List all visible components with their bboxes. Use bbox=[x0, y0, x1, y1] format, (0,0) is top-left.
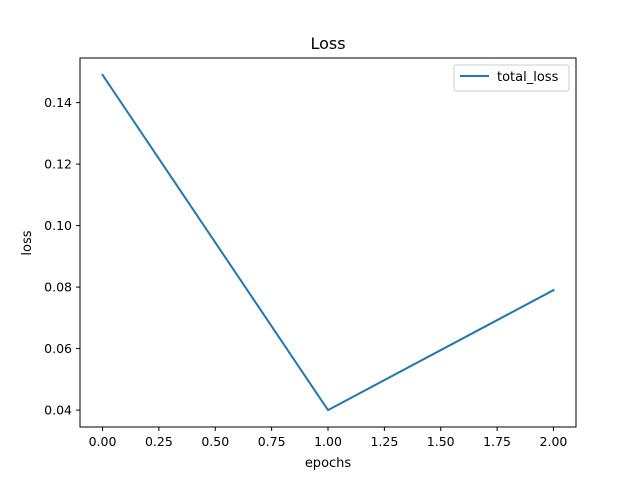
plot-area bbox=[79, 57, 577, 428]
x-axis-label: epochs bbox=[305, 456, 352, 471]
y-tick-label: 0.10 bbox=[44, 218, 72, 233]
y-tick-label: 0.12 bbox=[44, 157, 72, 172]
x-tick-label: 0.50 bbox=[201, 434, 229, 449]
chart-title: Loss bbox=[310, 34, 345, 53]
x-axis-ticks: 0.00 0.25 0.50 0.75 1.00 1.25 1.50 1.75 2.00 bbox=[89, 427, 568, 449]
x-tick-label: 0.75 bbox=[258, 434, 286, 449]
x-tick-label: 1.00 bbox=[314, 434, 342, 449]
y-tick-label: 0.08 bbox=[44, 280, 72, 295]
x-tick-label: 0.00 bbox=[89, 434, 117, 449]
y-axis-label: loss bbox=[20, 230, 35, 255]
x-tick-label: 2.00 bbox=[540, 434, 568, 449]
x-tick-label: 0.25 bbox=[145, 434, 173, 449]
x-tick-label: 1.50 bbox=[427, 434, 455, 449]
series-line-total-loss bbox=[101, 73, 555, 412]
chart-legend: total_loss bbox=[453, 64, 570, 92]
x-tick-label: 1.75 bbox=[483, 434, 511, 449]
y-axis-ticks: 0.04 0.06 0.08 0.10 0.12 0.14 bbox=[44, 95, 80, 418]
series-layer bbox=[101, 73, 555, 412]
y-tick-label: 0.06 bbox=[44, 341, 72, 356]
y-tick-label: 0.04 bbox=[44, 403, 72, 418]
legend-box bbox=[453, 64, 570, 92]
y-tick-label: 0.14 bbox=[44, 95, 72, 110]
legend-label-total-loss: total_loss bbox=[497, 70, 559, 85]
x-tick-label: 1.25 bbox=[370, 434, 398, 449]
